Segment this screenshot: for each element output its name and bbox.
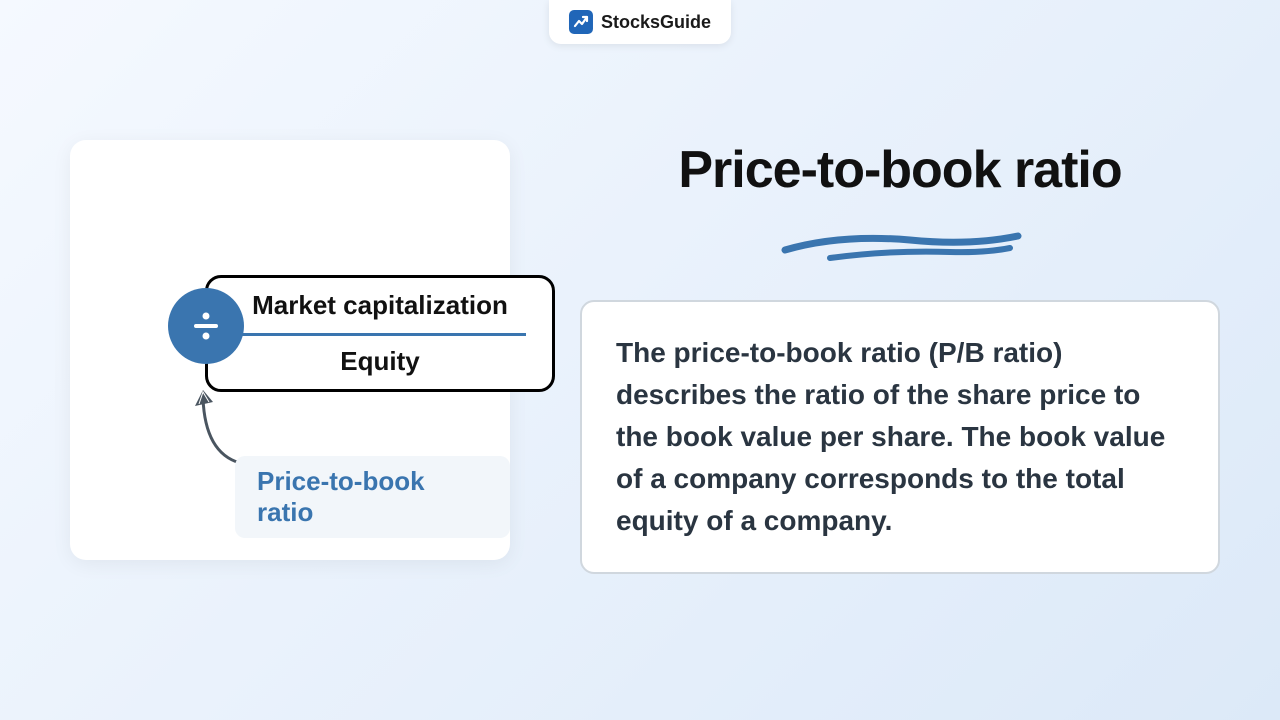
underline-flourish-icon — [770, 228, 1030, 268]
formula-frame: Market capitalization Equity — [205, 275, 555, 392]
right-column: Price-to-book ratio The price-to-book ra… — [580, 140, 1220, 574]
formula-card: Market capitalization Equity Price-to-bo… — [70, 140, 510, 560]
formula-numerator: Market capitalization — [226, 290, 534, 329]
definition-text: The price-to-book ratio (P/B ratio) desc… — [580, 300, 1220, 574]
page-title: Price-to-book ratio — [580, 140, 1220, 200]
formula-denominator: Equity — [226, 340, 534, 377]
brand-pill: StocksGuide — [549, 0, 731, 44]
formula-divider-line — [234, 333, 526, 336]
main-content: Market capitalization Equity Price-to-bo… — [0, 0, 1280, 574]
brand-chart-icon — [569, 10, 593, 34]
brand-name: StocksGuide — [601, 12, 711, 33]
formula-label-pill: Price-to-book ratio — [235, 456, 510, 538]
divide-icon — [168, 288, 244, 364]
arrow-icon — [185, 378, 255, 468]
